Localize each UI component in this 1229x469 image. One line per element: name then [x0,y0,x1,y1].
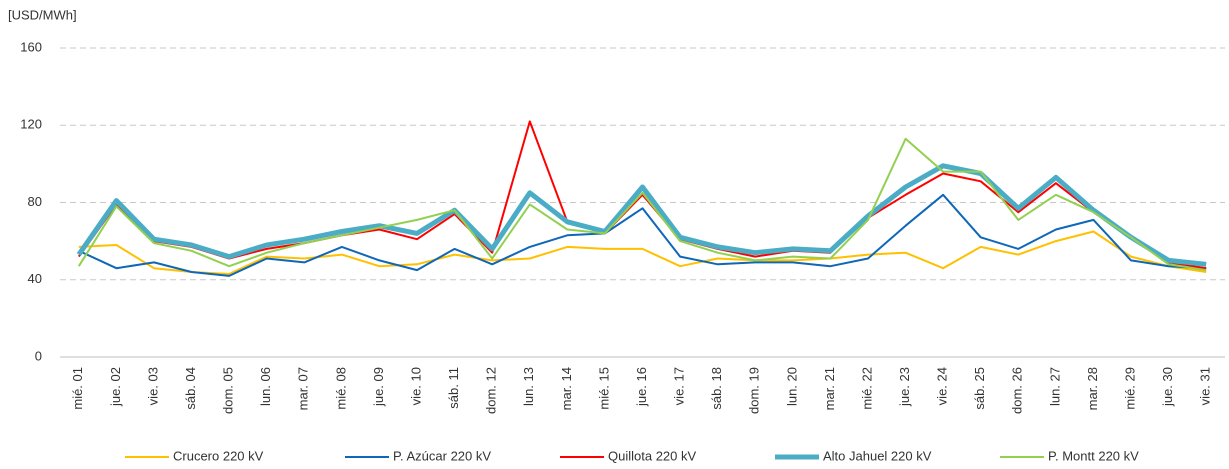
series-line [78,230,1207,275]
x-tick-label: mié. 15 [596,367,611,410]
x-tick-label: lun. 20 [784,367,799,406]
x-tick-label: mar. 21 [822,367,837,410]
x-tick-label: vie. 17 [672,367,687,405]
x-tick-label: sáb. 25 [972,367,987,410]
x-tick-label: sáb. 11 [446,367,461,409]
series-line [77,137,1207,272]
x-tick-label: mar. 28 [1085,367,1100,410]
x-tick-label: sáb. 04 [183,367,198,410]
series-line [77,120,1207,270]
x-tick-label: dom. 26 [1010,367,1025,414]
x-tick-label: jue. 09 [371,367,386,407]
x-tick-label: dom. 19 [747,367,762,414]
x-tick-label: dom. 05 [221,367,236,414]
legend-label: Alto Jahuel 220 kV [823,448,932,463]
series-line [76,163,1207,267]
x-tick-label: vie. 10 [408,367,423,405]
y-tick-label: 40 [28,271,42,286]
x-tick-label: dom. 12 [484,367,499,414]
x-tick-label: jue. 16 [634,367,649,407]
x-tick-label: mié. 08 [333,367,348,410]
x-tick-label: vie. 03 [145,367,160,405]
x-tick-label: mié. 22 [859,367,874,410]
x-tick-label: jue. 30 [1160,367,1175,407]
x-tick-label: jue. 02 [108,367,123,407]
x-tick-label: mié. 29 [1122,367,1137,410]
series-line [78,193,1207,277]
x-tick-label: lun. 06 [258,367,273,406]
legend-label: P. Azúcar 220 kV [393,448,491,463]
y-tick-label: 160 [20,39,42,54]
x-tick-label: mar. 14 [559,367,574,410]
x-tick-label: mié. 01 [70,367,85,410]
y-tick-label: 0 [35,348,42,363]
legend-label: P. Montt 220 kV [1048,448,1139,463]
x-tick-label: vie. 24 [935,367,950,405]
y-tick-label: 120 [20,117,42,132]
y-axis-label: [USD/MWh] [8,7,77,22]
x-tick-label: lun. 27 [1047,367,1062,406]
x-tick-label: vie. 31 [1198,367,1213,405]
x-tick-label: sáb. 18 [709,367,724,410]
x-tick-label: lun. 13 [521,367,536,406]
x-tick-label: mar. 07 [296,367,311,410]
legend-label: Crucero 220 kV [173,448,264,463]
x-tick-label: jue. 23 [897,367,912,407]
legend-label: Quillota 220 kV [608,448,696,463]
y-tick-label: 80 [28,194,42,209]
